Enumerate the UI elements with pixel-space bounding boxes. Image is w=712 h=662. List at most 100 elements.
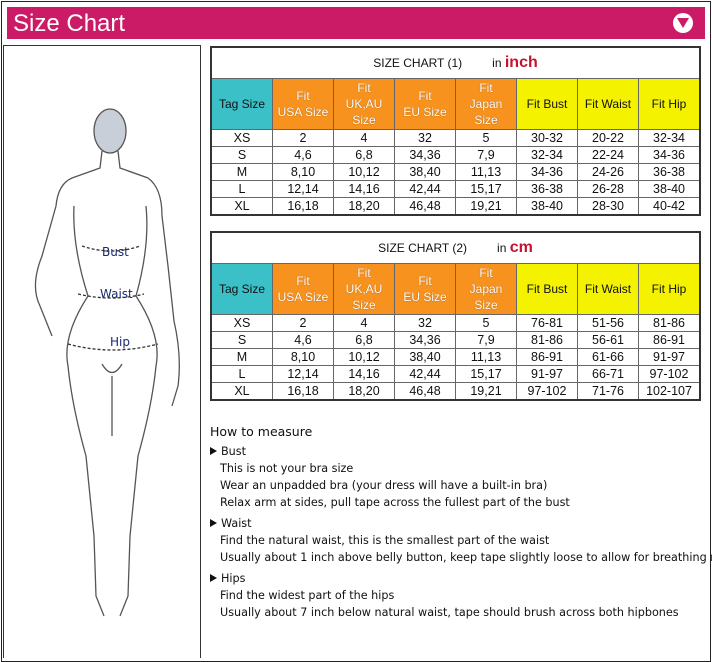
table-cell: 56-61 xyxy=(577,331,639,349)
table-cell: 81-86 xyxy=(638,314,701,332)
table-cell: 18,20 xyxy=(333,197,395,216)
table-row: S 4,6 6,8 34,36 7,9 81-86 56-61 86-91 xyxy=(210,331,701,349)
table-cell: 32-34 xyxy=(516,146,578,164)
table-cell: 20-22 xyxy=(577,129,639,147)
how-to-measure: How to measure Bust This is not your bra … xyxy=(210,424,712,621)
unit-label: cm xyxy=(509,239,533,256)
chevron-down-circle-icon[interactable] xyxy=(673,13,693,33)
column-header: Fit EU Size xyxy=(394,263,456,315)
triangle-bullet-icon xyxy=(210,443,217,460)
figure-panel: Bust Waist Hip xyxy=(3,45,201,658)
table-cell: 86-91 xyxy=(638,331,701,349)
table-cell: 91-97 xyxy=(638,348,701,366)
measure-section: Hips Find the widest part of the hips Usua… xyxy=(210,570,712,621)
table-cell: S xyxy=(210,331,273,349)
instruction-line: Find the widest part of the hips xyxy=(220,589,395,602)
table-cell: 34,36 xyxy=(394,331,456,349)
table-cell: 38,40 xyxy=(394,163,456,181)
column-header: Fit Hip xyxy=(638,263,701,315)
size-chart-header[interactable]: Size Chart xyxy=(7,7,705,39)
table-cell: 46,48 xyxy=(394,197,456,216)
column-header: Fit EU Size xyxy=(394,78,456,130)
instruction-line: This is not your bra size xyxy=(220,462,354,475)
table-cell: L xyxy=(210,180,273,198)
table-cell: XL xyxy=(210,197,273,216)
table-cell: 11,13 xyxy=(455,348,517,366)
triangle-bullet-icon xyxy=(210,515,217,532)
table-title: SIZE CHART (1) xyxy=(373,56,463,70)
table-cell: 46,48 xyxy=(394,382,456,401)
table-cell: 19,21 xyxy=(455,197,517,216)
section-name: Waist xyxy=(221,517,252,530)
table-cell: 42,44 xyxy=(394,365,456,383)
table-cell: 97-102 xyxy=(638,365,701,383)
instruction-line: Wear an unpadded bra (your dress will ha… xyxy=(220,479,548,492)
section-heading: Hips xyxy=(210,570,712,587)
waist-label: Waist xyxy=(100,287,133,301)
table-cell: 32 xyxy=(394,129,456,147)
table-cell: 36-38 xyxy=(638,163,701,181)
table-cell: 14,16 xyxy=(333,180,395,198)
column-header: Fit USA Size xyxy=(272,78,334,130)
unit-label: inch xyxy=(504,54,538,71)
table-cell: 86-91 xyxy=(516,348,578,366)
section-name: Bust xyxy=(221,445,246,458)
table-cell: 15,17 xyxy=(455,365,517,383)
table-cell: 2 xyxy=(272,129,334,147)
table-cell: 32 xyxy=(394,314,456,332)
column-header: Fit Bust xyxy=(516,78,578,130)
table-row: S 4,6 6,8 34,36 7,9 32-34 22-24 34-36 xyxy=(210,146,701,164)
size-chart-cm-table: SIZE CHART (2) in cm Tag Size Fit USA Size… xyxy=(210,231,701,401)
column-header: Fit Bust xyxy=(516,263,578,315)
table-cell: 30-32 xyxy=(516,129,578,147)
header-row: Tag Size Fit USA Size Fit UK,AU Size Fit EU… xyxy=(210,78,701,130)
measure-section: Bust This is not your bra size Wear an unp… xyxy=(210,443,712,511)
table-title-cell: SIZE CHART (2) in cm xyxy=(210,231,701,264)
table-cell: 4 xyxy=(333,129,395,147)
column-header: Fit USA Size xyxy=(272,263,334,315)
table-cell: 2 xyxy=(272,314,334,332)
unit-prefix: in xyxy=(497,241,507,255)
column-header: Tag Size xyxy=(210,263,273,315)
table-cell: 15,17 xyxy=(455,180,517,198)
table-cell: 38-40 xyxy=(638,180,701,198)
table-row: L 12,14 14,16 42,44 15,17 91-97 66-71 97-102 xyxy=(210,365,701,383)
triangle-bullet-icon xyxy=(210,570,217,587)
table-cell: 36-38 xyxy=(516,180,578,198)
table-title-row: SIZE CHART (1) in inch xyxy=(210,46,701,79)
column-header: Fit Japan Size xyxy=(455,263,517,315)
unit-prefix: in xyxy=(492,56,502,70)
table-cell: 32-34 xyxy=(638,129,701,147)
table-row: M 8,10 10,12 38,40 11,13 86-91 61-66 91-97 xyxy=(210,348,701,366)
bust-label: Bust xyxy=(102,245,129,259)
table-cell: 10,12 xyxy=(333,348,395,366)
column-header: Tag Size xyxy=(210,78,273,130)
table-cell: 12,14 xyxy=(272,180,334,198)
table-cell: 5 xyxy=(455,129,517,147)
table-row: XS 2 4 32 5 76-81 51-56 81-86 xyxy=(210,314,701,332)
table-cell: 34-36 xyxy=(516,163,578,181)
table-cell: 81-86 xyxy=(516,331,578,349)
table-cell: 18,20 xyxy=(333,382,395,401)
table-cell: 42,44 xyxy=(394,180,456,198)
table-cell: 16,18 xyxy=(272,197,334,216)
table-cell: 34-36 xyxy=(638,146,701,164)
table-cell: 38,40 xyxy=(394,348,456,366)
table-cell: 61-66 xyxy=(577,348,639,366)
table-row: XS 2 4 32 5 30-32 20-22 32-34 xyxy=(210,129,701,147)
table-cell: 6,8 xyxy=(333,331,395,349)
table-cell: 4,6 xyxy=(272,146,334,164)
table-cell: 4,6 xyxy=(272,331,334,349)
section-heading: Bust xyxy=(210,443,712,460)
table-cell: M xyxy=(210,348,273,366)
table-cell: 66-71 xyxy=(577,365,639,383)
column-header: Fit Waist xyxy=(577,78,639,130)
column-header: Fit UK,AU Size xyxy=(333,78,395,130)
table-title: SIZE CHART (2) xyxy=(378,241,468,255)
table-cell: 34,36 xyxy=(394,146,456,164)
table-cell: 24-26 xyxy=(577,163,639,181)
table-cell: 8,10 xyxy=(272,163,334,181)
column-header: Fit UK,AU Size xyxy=(333,263,395,315)
table-row: XL 16,18 18,20 46,48 19,21 38-40 28-30 40-42 xyxy=(210,197,701,216)
hip-label: Hip xyxy=(110,335,130,349)
